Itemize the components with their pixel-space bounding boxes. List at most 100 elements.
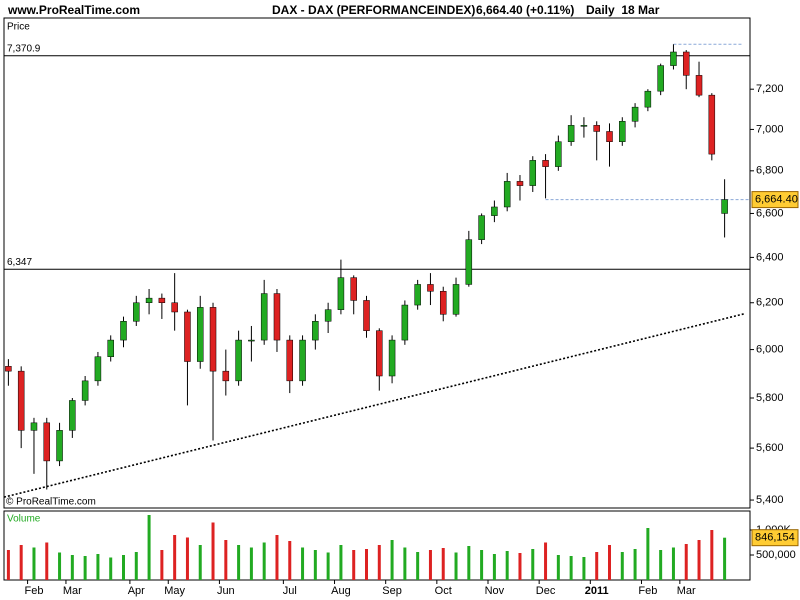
x-tick-label: Jun bbox=[217, 585, 235, 597]
volume-bar bbox=[518, 553, 522, 580]
y-tick-label: 7,200 bbox=[756, 83, 784, 95]
x-tick-label: Mar bbox=[677, 585, 696, 597]
candle-body bbox=[388, 339, 396, 377]
y-tick-label: 5,600 bbox=[756, 442, 784, 454]
volume-bar bbox=[480, 550, 484, 580]
volume-bar bbox=[262, 542, 266, 580]
candle-body bbox=[5, 366, 12, 372]
volume-bar bbox=[659, 550, 663, 580]
x-tick-label: Feb bbox=[638, 585, 657, 597]
volume-bar bbox=[646, 528, 650, 580]
candle-body bbox=[17, 370, 25, 431]
candle-body bbox=[376, 330, 383, 377]
volume-bar bbox=[428, 550, 432, 580]
volume-bar bbox=[185, 537, 189, 580]
candle-body bbox=[94, 356, 102, 382]
quote: 6,664.40 (+0.11%) bbox=[476, 3, 574, 17]
price-panel bbox=[3, 17, 751, 509]
last-volume-box bbox=[751, 529, 799, 547]
volume-bar bbox=[416, 552, 420, 580]
candle-body bbox=[427, 284, 434, 292]
candle-body bbox=[286, 339, 294, 382]
panel-title: Volume bbox=[7, 514, 41, 525]
x-tick-label: Oct bbox=[435, 585, 452, 597]
y-tick-label: 5,800 bbox=[756, 392, 784, 404]
site: www.ProRealTime.com bbox=[7, 3, 140, 17]
candle-body bbox=[555, 141, 562, 167]
candle-body bbox=[69, 400, 76, 431]
watermark: © ProRealTime.com bbox=[6, 497, 96, 508]
candle-body bbox=[491, 206, 498, 216]
volume-bar bbox=[249, 547, 253, 580]
candle-body bbox=[631, 106, 639, 122]
y-tick-label: 6,400 bbox=[756, 251, 784, 263]
candle-body bbox=[682, 51, 690, 76]
candle-body bbox=[516, 181, 524, 186]
candle-body bbox=[606, 131, 613, 142]
volume-bar bbox=[160, 550, 164, 580]
volume-bar bbox=[620, 552, 624, 580]
candle-body bbox=[158, 297, 166, 303]
volume-bar bbox=[83, 556, 87, 580]
candle-body bbox=[657, 65, 664, 92]
volume-bar bbox=[211, 522, 215, 580]
last-volume-label: 846,154 bbox=[755, 532, 795, 544]
candle-body bbox=[171, 302, 178, 313]
y-tick-label: 6,600 bbox=[756, 207, 784, 219]
volume-bar bbox=[301, 547, 305, 580]
volume-bar bbox=[723, 537, 727, 580]
candle-body bbox=[222, 370, 230, 382]
volume-bar bbox=[531, 549, 535, 580]
volume-bar bbox=[454, 552, 458, 580]
x-tick-label: May bbox=[164, 585, 185, 597]
volume-bar bbox=[492, 554, 496, 580]
volume-bar bbox=[684, 544, 688, 580]
volume-bar bbox=[608, 545, 611, 580]
candle-body bbox=[363, 300, 370, 331]
x-tick-label: Sep bbox=[382, 585, 402, 597]
volume-bar bbox=[377, 545, 381, 580]
candle-body bbox=[133, 302, 140, 322]
candle-body bbox=[312, 321, 319, 341]
volume-bar bbox=[467, 546, 471, 580]
candle-body bbox=[299, 339, 306, 382]
y-tick-label: 500,000 bbox=[756, 549, 796, 561]
volume-bar bbox=[595, 552, 599, 580]
candle-body bbox=[580, 125, 588, 127]
volume-bar bbox=[275, 535, 279, 580]
candle-body bbox=[452, 284, 460, 315]
volume-bar bbox=[697, 540, 701, 580]
volume-bar bbox=[237, 545, 241, 580]
candle-body bbox=[43, 422, 51, 462]
y-tick-label: 6,200 bbox=[756, 297, 784, 309]
candle-body bbox=[273, 293, 281, 341]
trendline bbox=[3, 312, 746, 498]
candle-body bbox=[401, 304, 409, 341]
candle-body bbox=[337, 277, 345, 310]
volume-bar bbox=[403, 547, 407, 580]
last-price-label: 6,664.40 bbox=[755, 193, 798, 205]
candle-body bbox=[324, 309, 332, 322]
candle-body bbox=[56, 430, 63, 462]
candle-body bbox=[567, 125, 575, 142]
candle-body bbox=[414, 284, 421, 306]
x-tick-label: 2011 bbox=[585, 585, 609, 597]
volume-bar bbox=[441, 548, 445, 580]
volume-bar bbox=[582, 557, 586, 580]
candle-body bbox=[248, 339, 255, 342]
candle-body bbox=[30, 422, 38, 431]
x-tick-label: Mar bbox=[63, 585, 82, 597]
candle-body bbox=[465, 239, 473, 285]
x-tick-label: Nov bbox=[485, 585, 505, 597]
candle-body bbox=[260, 293, 268, 341]
panel-title: Price bbox=[7, 22, 30, 33]
candle-body bbox=[670, 51, 677, 66]
volume-bar bbox=[671, 547, 675, 580]
level-label: 6,347 bbox=[7, 257, 32, 268]
candle-body bbox=[81, 380, 89, 401]
last-price-box bbox=[751, 191, 799, 209]
volume-bar bbox=[147, 515, 151, 580]
volume-bar bbox=[70, 555, 74, 580]
candle-body bbox=[478, 215, 485, 240]
